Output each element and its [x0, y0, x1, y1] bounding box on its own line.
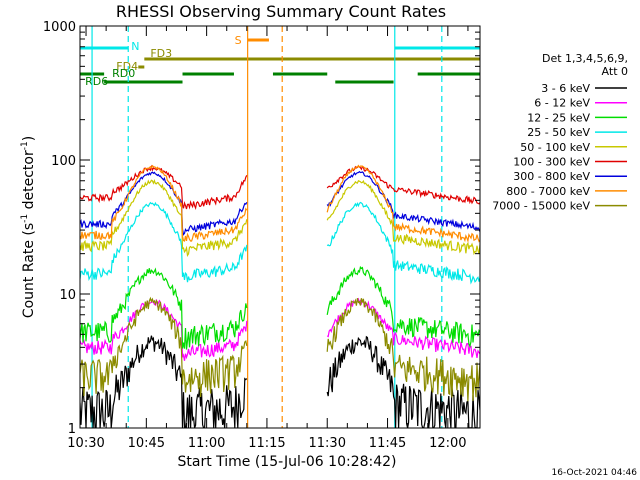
series-line	[80, 335, 248, 428]
y-axis: 1 10 100 1000	[43, 20, 480, 437]
series-line	[80, 178, 248, 258]
x-tick-label: 11:15	[248, 436, 285, 451]
chart-title: RHESSI Observing Summary Count Rates	[116, 2, 446, 21]
legend-header: Det 1,3,4,5,6,9,	[542, 52, 628, 65]
series-line	[80, 164, 248, 211]
x-tick-label: 11:45	[369, 436, 406, 451]
legend-entry: 800 - 7000 keV	[506, 185, 590, 198]
x-tick-label: 10:45	[128, 436, 165, 451]
series-line	[80, 296, 248, 398]
timestamp: 16-Oct-2021 04:46	[552, 468, 638, 478]
series-line	[326, 170, 480, 233]
y-tick-label: 10	[59, 288, 76, 303]
legend: Det 1,3,4,5,6,9,Att 0 3 - 6 keV 6 - 12 keV…	[492, 52, 628, 213]
legend-entry: 7000 - 15000 keV	[492, 200, 590, 213]
x-tick-label: 10:30	[67, 436, 104, 451]
series-line	[326, 298, 480, 402]
y-axis-label-mid: detector	[21, 150, 37, 214]
series-line	[80, 201, 248, 283]
flag-label: S	[235, 34, 242, 47]
series-line	[80, 267, 248, 350]
series-line	[326, 297, 480, 359]
legend-entry: 50 - 100 keV	[520, 141, 590, 154]
series-line	[80, 171, 248, 236]
series-line	[326, 179, 480, 256]
flag-label: FD3	[150, 47, 172, 60]
series-line	[326, 335, 480, 428]
series-line	[326, 201, 480, 285]
plot-frame	[79, 25, 481, 429]
y-axis-label-sup1: -1	[20, 214, 30, 223]
legend-header: Att 0	[602, 65, 628, 78]
series-line	[326, 265, 480, 349]
x-tick-label: 12:00	[429, 436, 466, 451]
series-line	[80, 164, 248, 242]
y-tick-label: 1000	[43, 20, 76, 35]
legend-entry: 3 - 6 keV	[541, 82, 590, 95]
y-axis-label: Count Rate (s-1 detector-1)	[20, 136, 37, 318]
event-lines	[91, 26, 443, 428]
flag-label: N	[131, 40, 139, 53]
y-tick-label: 100	[51, 154, 76, 169]
x-tick-label: 11:30	[309, 436, 346, 451]
y-axis-label-main: Count Rate (s	[21, 223, 37, 318]
plot-series	[80, 164, 480, 428]
legend-entry: 12 - 25 keV	[527, 111, 590, 124]
y-axis-label-sup2: -1	[20, 141, 30, 150]
y-tick-label: 1	[68, 422, 76, 437]
x-axis: 10:30 10:45 11:00 11:15 11:30 11:45 12:00	[67, 26, 469, 451]
legend-entry: 300 - 800 keV	[513, 170, 590, 183]
flag-label: RD0	[112, 67, 135, 80]
flag-label: RD6	[85, 75, 108, 88]
legend-entry: 25 - 50 keV	[527, 126, 590, 139]
flag-label: FD4	[116, 60, 138, 73]
series-line	[326, 164, 480, 244]
legend-entry: 6 - 12 keV	[534, 97, 590, 110]
y-axis-label-end: )	[21, 136, 37, 141]
x-axis-label: Start Time (15-Jul-06 10:28:42)	[177, 454, 396, 470]
legend-entry: 100 - 300 keV	[513, 156, 590, 169]
x-tick-label: 11:00	[188, 436, 225, 451]
